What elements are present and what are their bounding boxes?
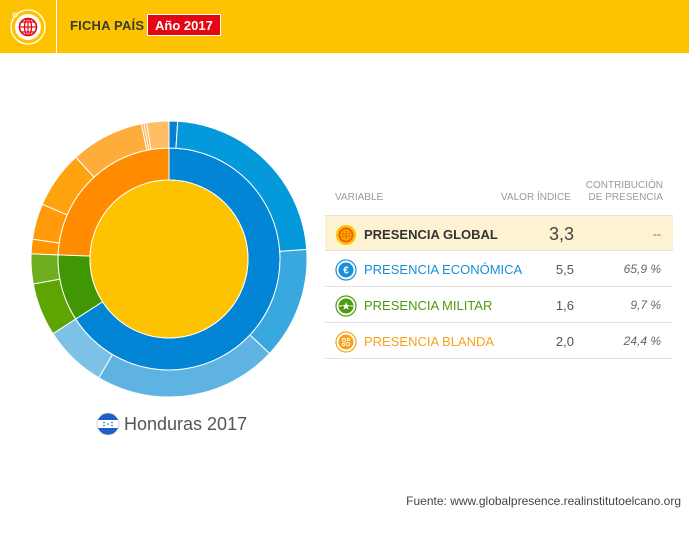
globe-icon <box>10 9 46 45</box>
logo[interactable] <box>0 0 57 53</box>
header-contribucion: CONTRIBUCIÓN DE PRESENCIA <box>586 180 663 204</box>
row-value: 5,5 <box>555 262 574 277</box>
row-label: PRESENCIA GLOBAL <box>364 227 498 242</box>
header-variable: VARIABLE <box>335 192 384 203</box>
sunburst-chart <box>30 120 308 398</box>
row-contribution: 9,7 % <box>630 298 661 312</box>
page-title: FICHA PAÍS <box>70 18 145 33</box>
table-row-militar[interactable]: PRESENCIA MILITAR 1,6 9,7 % <box>325 287 673 323</box>
row-value: 2,0 <box>555 334 574 349</box>
row-contribution: 65,9 % <box>623 262 661 276</box>
year-badge[interactable]: Año 2017 <box>147 14 221 36</box>
row-value: 1,6 <box>555 298 574 313</box>
table-row-economica[interactable]: € PRESENCIA ECONÓMICA 5,5 65,9 % <box>325 251 673 287</box>
sunburst-subsegment-presencia-militar-2[interactable] <box>30 253 61 285</box>
country-name: Honduras 2017 <box>124 413 248 434</box>
row-label: PRESENCIA MILITAR <box>364 298 493 313</box>
source-link[interactable]: Fuente: www.globalpresence.realinstituto… <box>406 494 681 508</box>
row-contribution: -- <box>653 227 661 241</box>
honduras-flag-icon <box>96 412 120 436</box>
svg-text:€: € <box>343 266 349 277</box>
euro-icon: € <box>335 259 357 281</box>
row-contribution: 24,4 % <box>623 334 661 348</box>
row-label: PRESENCIA ECONÓMICA <box>364 262 523 277</box>
table-row-global[interactable]: PRESENCIA GLOBAL 3,3 -- <box>325 215 673 251</box>
header-bar: FICHA PAÍS Año 2017 <box>0 0 689 53</box>
row-label: PRESENCIA BLANDA <box>364 334 495 349</box>
sunburst-subsegment-presencia-blanda-7[interactable] <box>145 120 170 151</box>
header-contribucion-line1: CONTRIBUCIÓN <box>585 180 663 191</box>
military-star-icon <box>335 295 357 317</box>
country-label: Honduras 2017 <box>96 412 247 436</box>
soft-power-icon <box>335 331 357 353</box>
table-row-blanda[interactable]: PRESENCIA BLANDA 2,0 24,4 % <box>325 323 673 359</box>
globe-icon <box>336 225 356 245</box>
header-contribucion-line2: DE PRESENCIA <box>588 192 663 203</box>
row-value: 3,3 <box>548 224 574 244</box>
header-valor-indice: VALOR ÍNDICE <box>501 192 571 203</box>
sunburst-center-global[interactable] <box>89 179 249 339</box>
